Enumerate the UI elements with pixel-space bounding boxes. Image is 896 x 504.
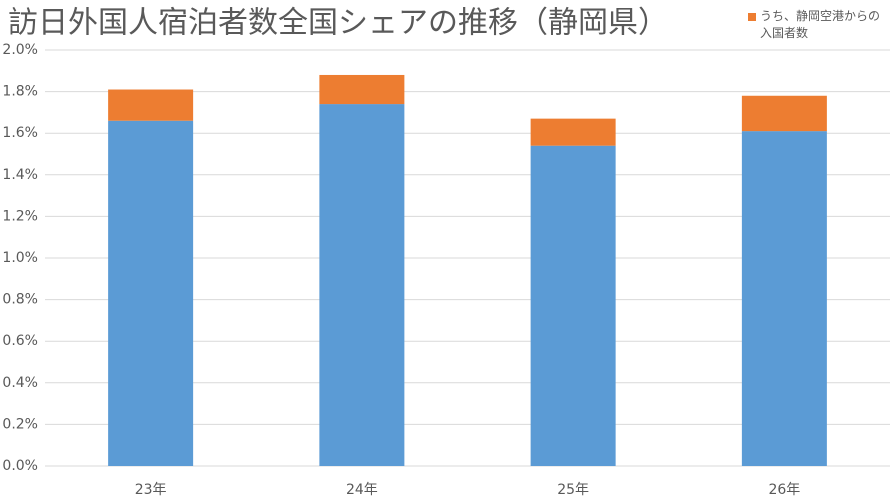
y-tick-label: 0.0% (2, 458, 38, 474)
legend-swatch (748, 13, 756, 21)
bar-segment (319, 74, 405, 105)
chart-title: 訪日外国人宿泊者数全国シェアの推移（静岡県） (8, 6, 668, 41)
x-tick-label: 25年 (557, 482, 589, 498)
y-tick-label: 1.8% (2, 84, 38, 100)
bar-segment (319, 104, 405, 466)
y-tick-label: 1.6% (2, 125, 38, 141)
bar-segment (741, 131, 827, 466)
legend: うち、静岡空港からの入国者数 (748, 8, 888, 42)
y-tick-label: 0.4% (2, 375, 38, 391)
x-tick-label: 26年 (768, 482, 800, 498)
bar-segment (741, 95, 827, 132)
y-tick-label: 0.8% (2, 292, 38, 308)
y-tick-label: 0.6% (2, 333, 38, 349)
y-tick-label: 1.2% (2, 208, 38, 224)
y-tick-label: 1.4% (2, 167, 38, 183)
y-tick-label: 2.0% (2, 42, 38, 58)
y-tick-label: 0.2% (2, 416, 38, 432)
bar-segment (108, 89, 194, 121)
bar-segment (530, 145, 616, 466)
x-tick-label: 23年 (135, 482, 167, 498)
bar-segment (108, 120, 194, 466)
y-tick-label: 1.0% (2, 250, 38, 266)
bar-segment (530, 118, 616, 146)
x-tick-label: 24年 (346, 482, 378, 498)
legend-label: うち、静岡空港からの入国者数 (760, 9, 881, 40)
